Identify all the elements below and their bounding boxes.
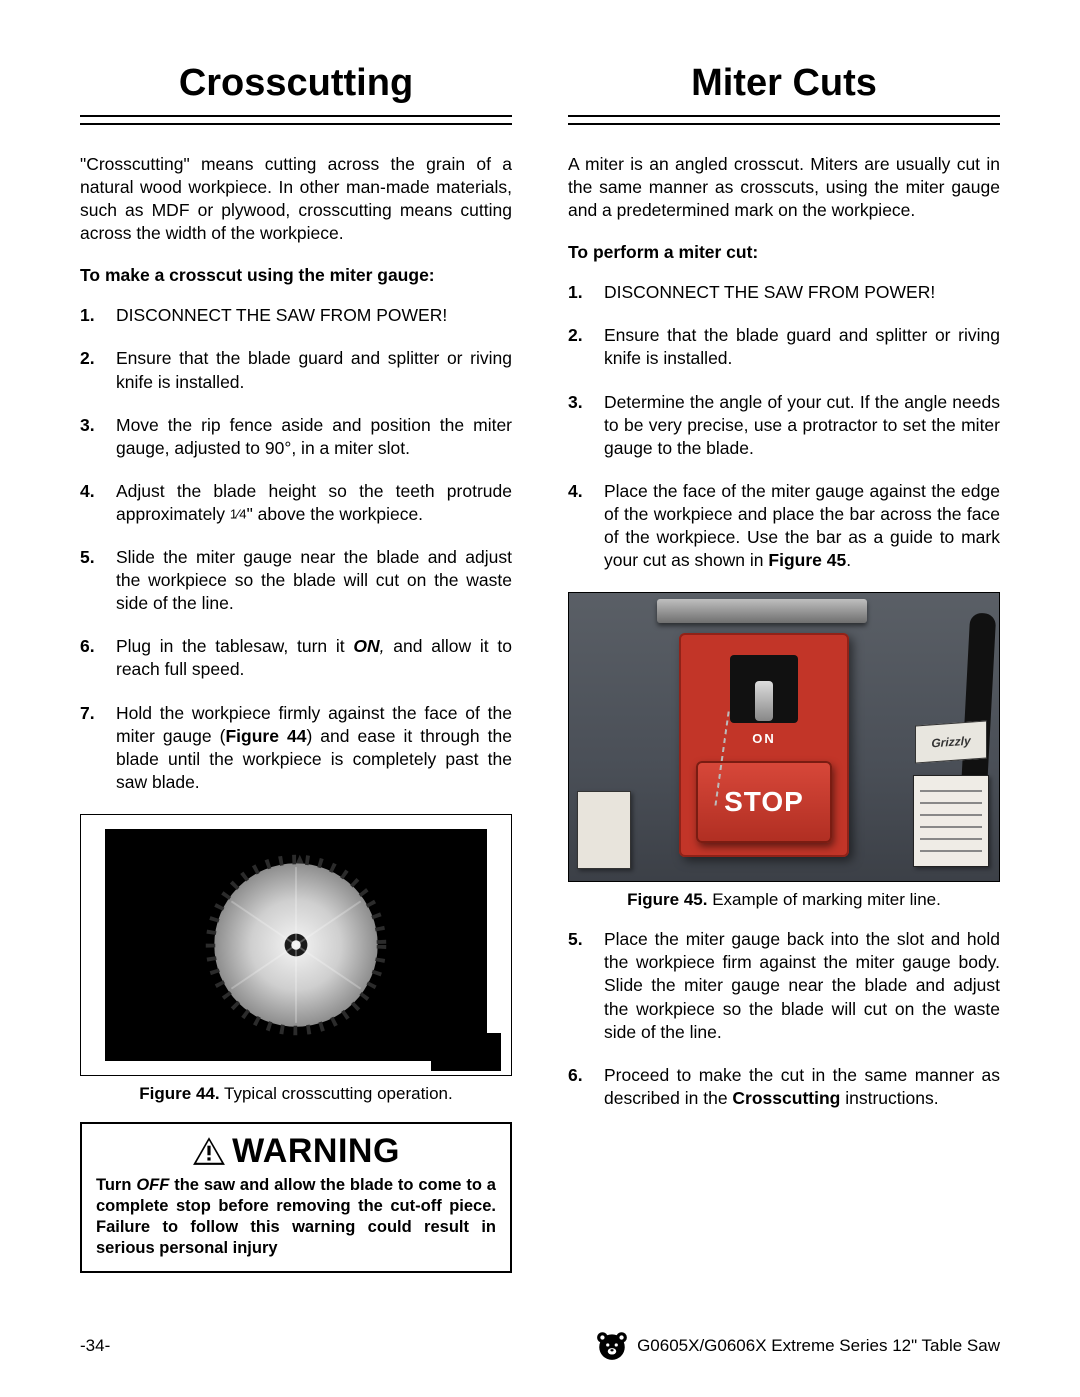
bear-logo-icon — [595, 1329, 629, 1363]
figure-44-label: Figure 44. — [139, 1084, 219, 1103]
miter-step-4: Place the face of the miter gauge agains… — [568, 480, 1000, 572]
toggle-switch — [755, 681, 773, 721]
figure-44 — [80, 814, 512, 1076]
step-7-figref: Figure 44 — [225, 726, 306, 746]
step-6: Plug in the tablesaw, turn it ON, and al… — [80, 635, 512, 681]
miter-step-3: Determine the angle of your cut. If the … — [568, 391, 1000, 460]
miter-step-4b: . — [846, 550, 851, 570]
miter-heading: Miter Cuts — [568, 62, 1000, 105]
miter-step-6: Proceed to make the cut in the same mann… — [568, 1064, 1000, 1110]
miter-step-4-figref: Figure 45 — [768, 550, 846, 570]
two-column-layout: Crosscutting "Crosscutting" means cuttin… — [80, 62, 1000, 1273]
figure-45-caption: Figure 45. Example of marking miter line… — [568, 890, 1000, 910]
spec-sticker-right — [913, 775, 989, 867]
manual-page: Crosscutting "Crosscutting" means cuttin… — [0, 0, 1080, 1397]
step-6-on: ON — [353, 636, 379, 656]
warning-box: WARNING Turn OFF the saw and allow the b… — [80, 1122, 512, 1273]
stop-label: STOP — [724, 786, 804, 818]
heading-rule-right — [568, 115, 1000, 125]
miter-intro: A miter is an angled crosscut. Miters ar… — [568, 153, 1000, 222]
warning-header: WARNING — [96, 1132, 496, 1171]
left-column: Crosscutting "Crosscutting" means cuttin… — [80, 62, 512, 1273]
miter-step-5: Place the miter gauge back into the slot… — [568, 928, 1000, 1043]
step-4-frac: 1⁄4 — [230, 507, 247, 522]
warning-title: WARNING — [232, 1132, 400, 1171]
footer-right: G0605X/G0606X Extreme Series 12" Table S… — [595, 1329, 1000, 1363]
figure-44-overlay — [431, 1033, 501, 1071]
right-column: Miter Cuts A miter is an angled crosscut… — [568, 62, 1000, 1273]
step-4b: " above the workpiece. — [247, 504, 423, 524]
miter-step-6b: instructions. — [840, 1088, 938, 1108]
crosscutting-heading: Crosscutting — [80, 62, 512, 105]
step-4: Adjust the blade height so the teeth pro… — [80, 480, 512, 526]
miter-steps: DISCONNECT THE SAW FROM POWER! Ensure th… — [568, 281, 1000, 572]
heading-rule — [80, 115, 512, 125]
page-footer: -34- G0605X/G0606X Extreme Series 12" Ta… — [80, 1329, 1000, 1363]
miter-step-1: DISCONNECT THE SAW FROM POWER! — [568, 281, 1000, 304]
hinge-bar — [657, 599, 867, 623]
step-7: Hold the workpiece firmly against the fa… — [80, 702, 512, 794]
figure-44-text: Typical crosscutting operation. — [220, 1084, 453, 1103]
on-label: ON — [752, 731, 776, 746]
brand-plate: Grizzly — [915, 721, 987, 764]
miter-step-6-ref: Crosscutting — [732, 1088, 840, 1108]
miter-lead: To perform a miter cut: — [568, 242, 1000, 263]
switch-panel: ON STOP — [679, 633, 849, 857]
figure-45-label: Figure 45. — [627, 890, 707, 909]
miter-steps-cont: Place the miter gauge back into the slot… — [568, 928, 1000, 1110]
figure-44-caption: Figure 44. Typical crosscutting operatio… — [80, 1084, 512, 1104]
step-6a: Plug in the tablesaw, turn it — [116, 636, 353, 656]
page-number: -34- — [80, 1336, 110, 1356]
figure-44-photo — [105, 829, 487, 1061]
step-2: Ensure that the blade guard and splitter… — [80, 347, 512, 393]
step-1: DISCONNECT THE SAW FROM POWER! — [80, 304, 512, 327]
warning-off: OFF — [136, 1176, 169, 1194]
step-3: Move the rip fence aside and position th… — [80, 414, 512, 460]
crosscut-steps: DISCONNECT THE SAW FROM POWER! Ensure th… — [80, 304, 512, 794]
warning-text: Turn OFF the saw and allow the blade to … — [96, 1175, 496, 1259]
step-5: Slide the miter gauge near the blade and… — [80, 546, 512, 615]
spec-sticker-left — [577, 791, 631, 869]
crosscutting-intro: "Crosscutting" means cutting across the … — [80, 153, 512, 245]
figure-45-text: Example of marking miter line. — [707, 890, 940, 909]
warning-triangle-icon — [192, 1136, 226, 1166]
footer-title: G0605X/G0606X Extreme Series 12" Table S… — [637, 1336, 1000, 1356]
crosscut-lead: To make a crosscut using the miter gauge… — [80, 265, 512, 286]
miter-step-2: Ensure that the blade guard and splitter… — [568, 324, 1000, 370]
figure-45: ON STOP Grizzly — [568, 592, 1000, 882]
saw-blade-icon — [201, 850, 391, 1040]
warning-a: Turn — [96, 1176, 136, 1194]
